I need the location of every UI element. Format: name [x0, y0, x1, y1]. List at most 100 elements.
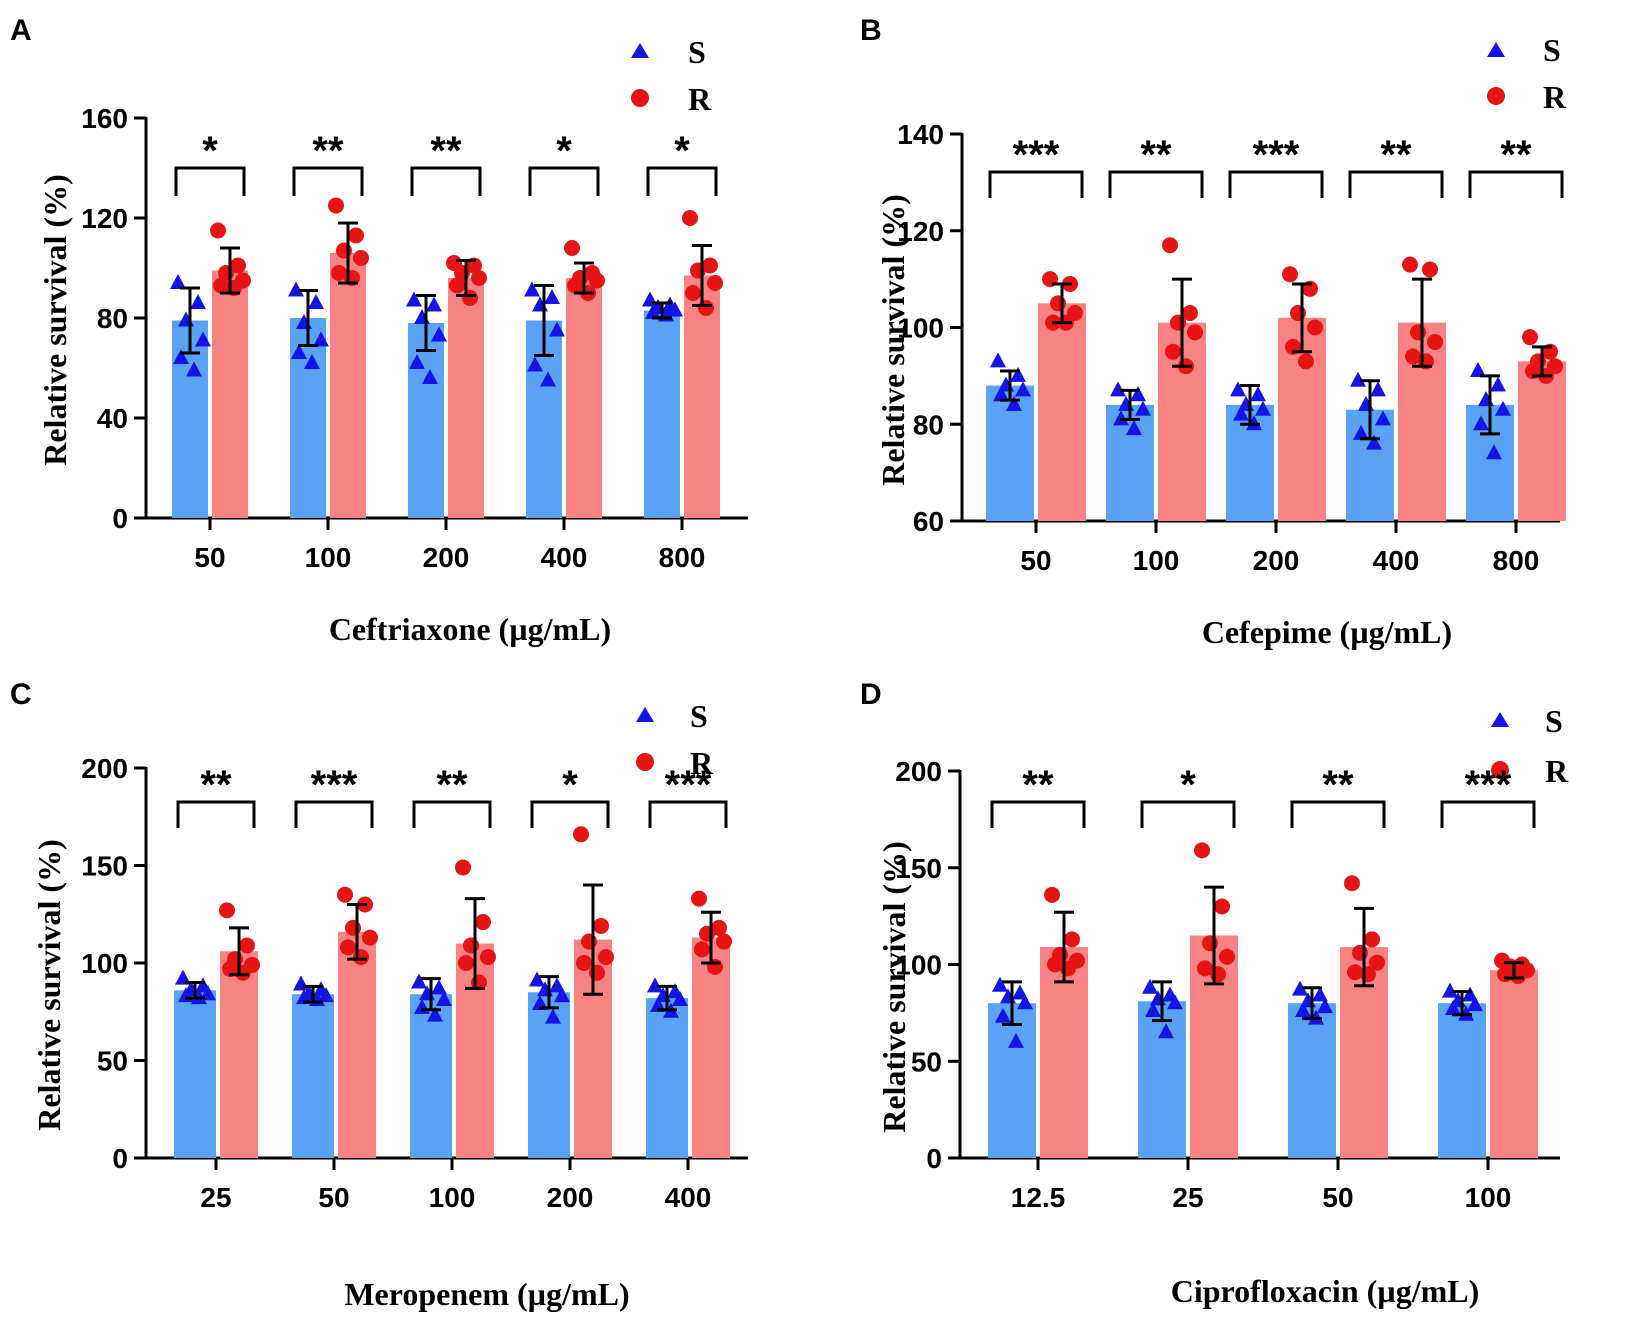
point-r — [345, 919, 361, 936]
point-r — [564, 240, 580, 256]
point-s — [647, 977, 663, 993]
y-tick-label: 0 — [112, 503, 128, 534]
significance-bracket — [176, 800, 256, 828]
significance-label: *** — [311, 763, 358, 807]
panel-b: B S R 60 80 100 120 140 50 *** 100 ** 200 *** 400 **… — [860, 14, 1567, 650]
point-r — [1402, 256, 1418, 273]
point-s — [1462, 986, 1478, 1002]
bar-s — [646, 998, 688, 1158]
panel-letter: D — [860, 678, 882, 711]
bar-r — [220, 951, 258, 1158]
point-s — [1130, 386, 1146, 402]
point-s — [190, 294, 206, 309]
point-r — [1410, 324, 1426, 341]
point-r — [685, 285, 701, 301]
point-s — [186, 361, 202, 377]
significance-bracket — [1228, 170, 1324, 198]
bar-s — [1106, 404, 1154, 521]
point-s — [1350, 371, 1366, 387]
bar-s — [292, 994, 334, 1158]
point-s — [993, 386, 1009, 402]
legend-s-label: S — [688, 34, 706, 70]
point-s — [1142, 978, 1158, 994]
point-r — [239, 937, 255, 954]
point-s — [532, 994, 548, 1010]
y-tick-label: 80 — [913, 409, 944, 440]
y-tick-label: 100 — [81, 948, 128, 979]
bar-r — [1490, 970, 1538, 1158]
point-r — [1352, 944, 1368, 961]
panel-letter: C — [10, 678, 32, 711]
point-r — [1162, 237, 1178, 254]
significance-label: * — [674, 129, 690, 173]
legend: S R — [631, 34, 712, 117]
significance-label: *** — [665, 763, 712, 807]
point-s — [178, 311, 194, 327]
bar-r — [1038, 303, 1086, 521]
significance-label: ** — [1500, 133, 1532, 177]
point-s — [549, 977, 565, 993]
point-s — [1467, 996, 1483, 1012]
significance-label: ** — [430, 129, 462, 173]
point-r — [690, 262, 706, 279]
point-s — [313, 331, 329, 347]
point-r — [1064, 931, 1080, 948]
point-r — [707, 275, 723, 291]
point-s — [1292, 980, 1308, 996]
point-r — [694, 941, 710, 958]
bar-s — [1288, 1003, 1336, 1158]
point-s — [1470, 362, 1486, 378]
y-tick-label: 50 — [911, 1046, 942, 1077]
point-s — [409, 354, 425, 369]
point-s — [1478, 391, 1494, 407]
significance-bracket — [1108, 170, 1204, 198]
y-tick-label: 100 — [895, 950, 942, 981]
significance-label: * — [202, 129, 218, 173]
significance-bracket — [1440, 800, 1536, 828]
panel-c: C S R 0 50 100 150 200 25 ** 50 *** 100 ** 200 * 400 *… — [10, 678, 748, 1312]
point-s — [540, 371, 556, 387]
y-tick-label: 0 — [112, 1143, 128, 1174]
point-r — [589, 964, 605, 981]
significance-bracket — [530, 800, 610, 828]
point-r — [1197, 960, 1213, 977]
y-tick-label: 60 — [913, 506, 944, 537]
point-s — [527, 356, 543, 372]
point-r — [336, 242, 352, 259]
point-s — [545, 1008, 561, 1024]
legend-s-label: S — [1543, 32, 1561, 68]
significance-label: *** — [1253, 133, 1300, 177]
plot-area: 60 80 100 120 140 50 *** 100 ** 200 *** 400 ** 800 ** — [897, 119, 1566, 576]
point-s — [1126, 420, 1142, 436]
point-s — [1250, 386, 1266, 402]
y-tick-label: 200 — [895, 756, 942, 787]
point-s — [304, 354, 320, 369]
bar-r — [1518, 361, 1566, 521]
point-r — [1282, 266, 1298, 283]
y-tick-label: 40 — [97, 403, 128, 434]
y-tick-label: 120 — [897, 216, 944, 247]
point-r — [340, 939, 356, 956]
x-axis-title: Ciprofloxacin (µg/mL) — [1171, 1273, 1480, 1309]
point-r — [698, 300, 714, 316]
point-s — [1230, 381, 1246, 397]
x-axis-title: Meropenem (µg/mL) — [344, 1276, 629, 1312]
point-s — [1495, 400, 1511, 416]
legend-r-label: R — [688, 81, 712, 117]
panel-letter: B — [860, 14, 882, 47]
x-tick-label: 400 — [665, 1182, 712, 1213]
point-r — [691, 890, 707, 907]
point-s — [990, 352, 1006, 368]
bar-r — [338, 931, 376, 1158]
y-axis-title: Relative survival (%) — [37, 174, 73, 466]
point-s — [1110, 381, 1126, 397]
significance-bracket — [990, 800, 1086, 828]
x-tick-label: 12.5 — [1011, 1182, 1066, 1213]
significance-bracket — [1290, 800, 1386, 828]
legend-r-marker — [636, 753, 654, 771]
y-tick-label: 150 — [81, 851, 128, 882]
significance-bracket — [1468, 170, 1564, 198]
significance-bracket — [648, 800, 728, 828]
point-r — [1307, 319, 1323, 336]
legend-s-label: S — [1545, 703, 1563, 739]
